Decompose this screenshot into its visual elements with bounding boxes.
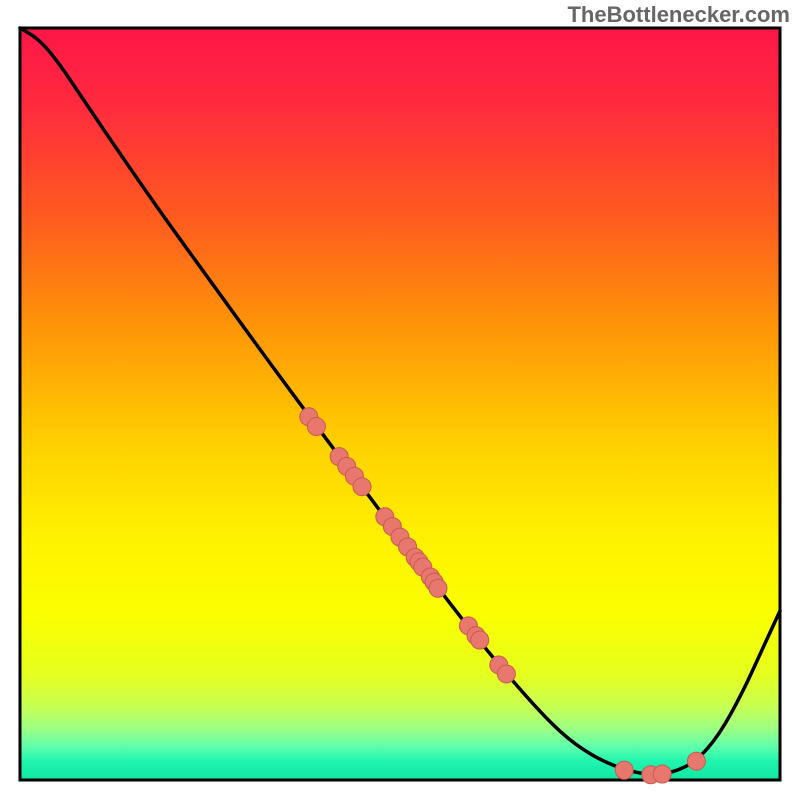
marker-point — [307, 418, 325, 436]
watermark-text: TheBottlenecker.com — [567, 2, 790, 28]
plot-svg — [0, 0, 800, 800]
marker-point — [615, 761, 633, 779]
marker-point — [353, 478, 371, 496]
marker-point — [653, 765, 671, 783]
marker-point — [471, 631, 489, 649]
marker-point — [687, 752, 705, 770]
marker-point — [429, 579, 447, 597]
plot-border — [20, 28, 780, 780]
markers-group — [300, 408, 706, 784]
marker-point — [497, 665, 515, 683]
curve-line — [20, 28, 780, 774]
chart-container: TheBottlenecker.com — [0, 0, 800, 800]
